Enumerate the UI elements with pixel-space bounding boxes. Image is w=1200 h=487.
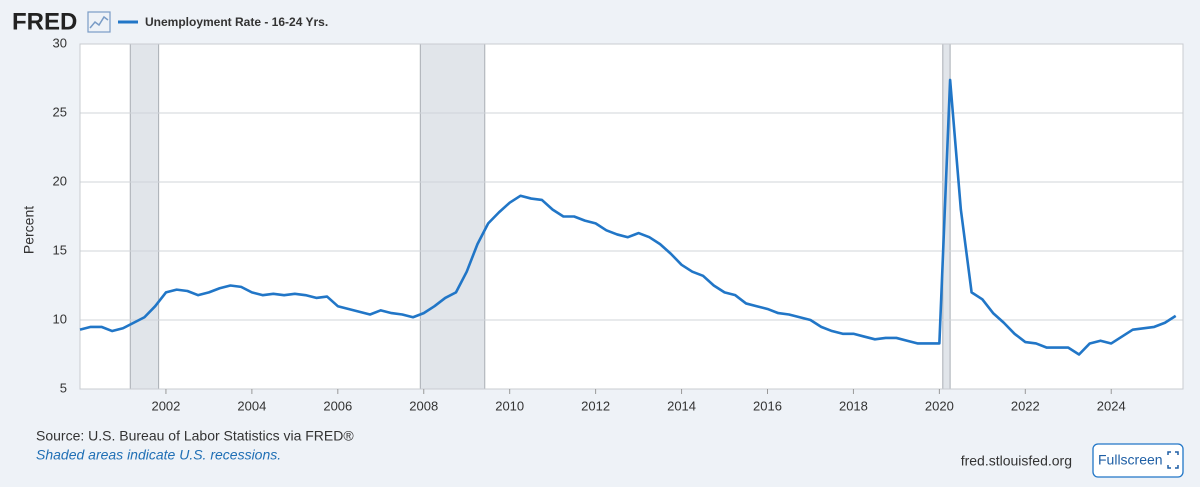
x-tick-label: 2002 — [151, 398, 180, 413]
y-axis-label: Percent — [21, 206, 37, 254]
x-tick-label: 2024 — [1097, 398, 1126, 413]
plot-layer — [79, 43, 1184, 390]
y-tick-label: 30 — [53, 35, 67, 50]
x-tick-label: 2004 — [237, 398, 266, 413]
x-tick-label: 2012 — [581, 398, 610, 413]
x-tick-label: 2014 — [667, 398, 696, 413]
x-tick-label: 2020 — [925, 398, 954, 413]
source: Source: U.S. Bureau of Labor Statistics … — [36, 428, 354, 444]
y-tick-label: 15 — [53, 242, 67, 257]
button-label[interactable]: Fullscreen — [1098, 452, 1163, 468]
logo: FRED — [12, 8, 77, 35]
x-tick-label: 2016 — [753, 398, 782, 413]
x-tick-label: 2006 — [323, 398, 352, 413]
y-tick-label: 25 — [53, 104, 67, 119]
logo-icon — [87, 11, 111, 33]
plot-frame — [79, 43, 1184, 390]
fullscreen-button[interactable]: Fullscreen — [1092, 443, 1184, 478]
x-tick-label: 2008 — [409, 398, 438, 413]
y-tick-label: 20 — [53, 173, 67, 188]
recession-band — [129, 43, 160, 390]
x-tick-label: 2018 — [839, 398, 868, 413]
y-tick-label: 10 — [53, 311, 67, 326]
y-tick-label: 5 — [60, 380, 67, 395]
plot-area — [80, 44, 1183, 389]
x-tick-label: 2010 — [495, 398, 524, 413]
data-line — [79, 78, 1177, 356]
legend-label: Unemployment Rate - 16-24 Yrs. — [145, 15, 328, 29]
x-tick-label: 2022 — [1011, 398, 1040, 413]
source-link[interactable]: fred.stlouisfed.org — [961, 453, 1072, 469]
recession-band — [419, 43, 486, 390]
recession-note: Shaded areas indicate U.S. recessions. — [36, 447, 281, 463]
